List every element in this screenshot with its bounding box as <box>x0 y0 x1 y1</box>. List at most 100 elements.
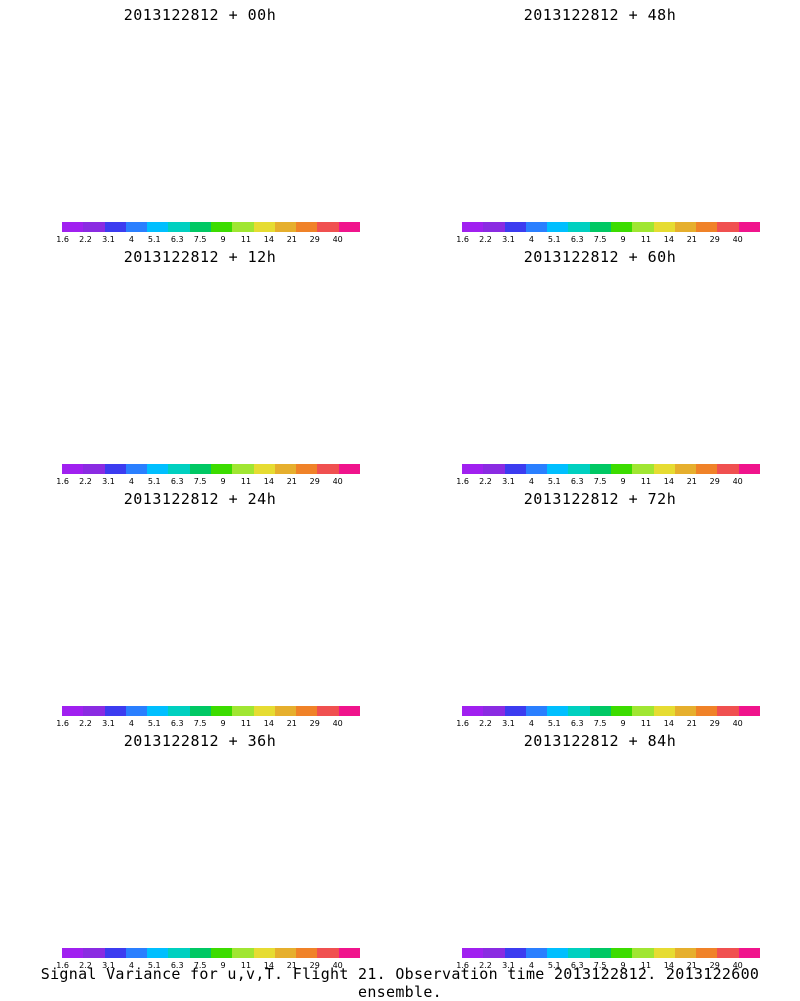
colorbar-swatch <box>274 948 297 958</box>
colorbar-tick-label: 7.5 <box>193 477 207 486</box>
colorbar-swatch <box>653 464 675 474</box>
colorbar-swatch <box>589 222 611 232</box>
colorbar-tick-label: 3.1 <box>502 961 515 970</box>
colorbar-swatch <box>653 706 675 716</box>
colorbar-tick-label: 29 <box>309 961 320 970</box>
variance-contour <box>649 584 711 624</box>
colorbar-swatch <box>525 948 548 958</box>
colorbar-swatch <box>610 706 633 716</box>
colorbar-tick-label: 7.5 <box>193 961 207 970</box>
coastline <box>520 40 745 150</box>
colorbar-tick-label: 29 <box>309 235 320 244</box>
missing-data-region <box>83 155 137 194</box>
figure-caption: Signal Variance for u,v,T. Flight 21. Ob… <box>40 965 760 1001</box>
colorbar-swatch <box>338 706 360 716</box>
colorbar-swatch <box>674 706 697 716</box>
colorbar-tick-label: 2.2 <box>79 719 92 728</box>
missing-data-region <box>83 639 137 678</box>
colorbar-swatch <box>568 222 590 232</box>
colorbar-swatch <box>210 706 233 716</box>
colorbar-swatch <box>232 948 254 958</box>
variance-contour <box>550 583 650 645</box>
colorbar-tick-label: 6.3 <box>170 961 184 970</box>
colorbar-tick-label: 1.6 <box>456 235 469 244</box>
colorbar-tick-label: 9 <box>220 719 226 728</box>
colorbar-tick-label: 3.1 <box>102 477 115 486</box>
colorbar-tick-label: 14 <box>263 235 274 244</box>
colorbar-swatch <box>589 706 611 716</box>
variance-contour <box>259 349 301 376</box>
colorbar-tick-label: 6.3 <box>170 719 184 728</box>
colorbar-swatch <box>462 706 484 716</box>
panel-title: 2013122812 + 00h <box>123 6 277 24</box>
colorbar-swatch <box>168 948 190 958</box>
colorbar-swatch <box>338 222 360 232</box>
colorbar-swatch <box>147 222 169 232</box>
colorbar-tick-label: 4 <box>128 477 134 486</box>
variance-contour <box>537 616 604 672</box>
colorbar-swatch <box>338 948 360 958</box>
colorbar-tick-label: 9 <box>620 719 626 728</box>
colorbar-swatch <box>168 706 190 716</box>
colorbar-swatch <box>568 948 590 958</box>
colorbar-tick-label: 3.1 <box>502 235 515 244</box>
colorbar-tick-label: 6.3 <box>570 719 584 728</box>
colorbar-swatch <box>717 706 739 716</box>
colorbar-swatch <box>189 948 211 958</box>
colorbar-swatch <box>62 464 84 474</box>
colorbar-swatch <box>589 948 611 958</box>
colorbar-tick-label: 1.6 <box>456 477 469 486</box>
variance-contour <box>539 376 601 428</box>
colorbar-swatch <box>696 464 718 474</box>
colorbar-swatch <box>632 948 654 958</box>
colorbar-tick-label: 5.1 <box>547 719 561 728</box>
variance-map <box>0 484 400 704</box>
colorbar-tick-label: 40 <box>732 477 743 486</box>
variance-contour <box>166 351 234 393</box>
colorbar-tick-label: 9 <box>620 477 626 486</box>
colorbar-tick-label: 11 <box>640 961 652 970</box>
variance-contour <box>148 383 193 421</box>
colorbar-swatch <box>232 464 254 474</box>
coastline <box>120 766 345 876</box>
colorbar-tick-label: 40 <box>332 719 343 728</box>
colorbar-tick-label: 2.2 <box>479 961 492 970</box>
colorbar <box>62 464 360 474</box>
colorbar-swatch <box>104 464 126 474</box>
forecast-panel: 2013122812 + 36h 1.6 2.2 3.1 4 5.1 6.3 7.5 9 11 14… <box>0 726 400 971</box>
colorbar-swatch <box>317 222 339 232</box>
colorbar-tick-label: 3.1 <box>102 235 115 244</box>
missing-data-region <box>29 592 92 635</box>
colorbar-tick-label: 21 <box>686 961 697 970</box>
colorbar-labels: 1.6 2.2 3.1 4 5.1 6.3 7.5 9 11 14 21 29 40 <box>456 235 760 245</box>
variance-contour <box>601 557 679 601</box>
colorbar-tick-label: 4 <box>128 719 134 728</box>
colorbar-swatch <box>317 706 339 716</box>
colorbar-swatch <box>483 222 505 232</box>
variance-contour <box>145 623 195 664</box>
colorbar-tick-label: 7.5 <box>593 235 607 244</box>
colorbar-swatch <box>232 222 254 232</box>
colorbar-swatch <box>568 464 590 474</box>
variance-contour <box>541 136 599 185</box>
colorbar-labels: 1.6 2.2 3.1 4 5.1 6.3 7.5 9 11 14 21 29 40 <box>56 961 360 971</box>
colorbar-labels: 1.6 2.2 3.1 4 5.1 6.3 7.5 9 11 14 21 29 40 <box>456 961 760 971</box>
forecast-panel: 2013122812 + 72h 1.6 2.2 3.1 4 5.1 6.3 7.5 9 11 14… <box>400 484 800 729</box>
variance-map <box>400 726 800 946</box>
missing-data-region <box>429 108 492 151</box>
variance-contour <box>169 111 231 150</box>
colorbar-tick-label: 5.1 <box>147 477 161 486</box>
colorbar-tick-label: 11 <box>640 477 652 486</box>
colorbar-tick-label: 14 <box>663 719 674 728</box>
colorbar-swatch <box>632 222 654 232</box>
colorbar-swatch <box>338 464 360 474</box>
colorbar-swatch <box>547 222 569 232</box>
colorbar-tick-label: 6.3 <box>170 477 184 486</box>
colorbar-tick-label: 4 <box>528 961 534 970</box>
coastline <box>520 282 745 392</box>
coastline <box>520 524 745 634</box>
colorbar-labels: 1.6 2.2 3.1 4 5.1 6.3 7.5 9 11 14 21 29 40 <box>56 235 360 245</box>
missing-data-region <box>83 881 137 920</box>
colorbar-tick-label: 21 <box>686 477 697 486</box>
colorbar-swatch <box>83 222 105 232</box>
